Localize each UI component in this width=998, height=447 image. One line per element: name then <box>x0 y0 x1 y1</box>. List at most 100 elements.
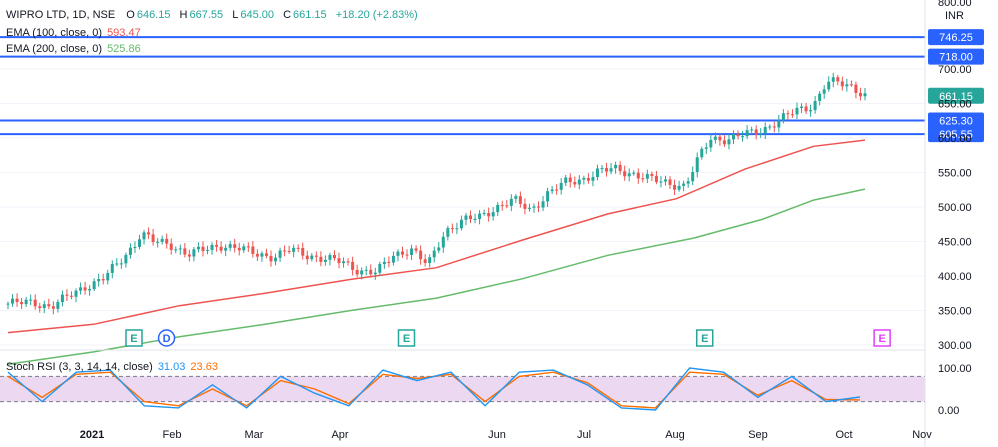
candle-body <box>387 261 391 263</box>
candle-body <box>550 189 554 192</box>
symbol-title[interactable]: WIPRO LTD, 1D, NSE <box>6 9 116 21</box>
candle-body <box>423 259 427 263</box>
candle-body <box>845 84 849 87</box>
candle-body <box>382 261 386 265</box>
candle-body <box>863 93 867 97</box>
candle-body <box>663 179 667 182</box>
candle-body <box>264 253 268 256</box>
candle-body <box>414 248 418 251</box>
candle-body <box>759 133 763 135</box>
price-tick-label: 800.00 <box>938 0 972 9</box>
time-tick-label: Oct <box>835 429 852 441</box>
candle-body <box>115 263 119 265</box>
earnings-marker <box>397 329 416 347</box>
candle-body <box>151 234 155 242</box>
candle-body <box>301 247 305 256</box>
price-tick-label: 350.00 <box>938 306 972 318</box>
candle-body <box>20 302 24 305</box>
candle-body <box>328 254 332 260</box>
candle-body <box>718 136 722 141</box>
symbol-legend: WIPRO LTD, 1D, NSE O 646.15 H 667.55 L 645.… <box>6 8 420 22</box>
candle-body <box>790 114 794 116</box>
candle-body <box>206 249 210 251</box>
candle-body <box>287 250 291 252</box>
candle-body <box>351 261 355 270</box>
candle-body <box>505 205 509 207</box>
price-tick-label: 400.00 <box>938 271 972 283</box>
candle-body <box>673 184 677 190</box>
candle-body <box>378 264 382 273</box>
candle-body <box>391 255 395 263</box>
candle-body <box>822 89 826 94</box>
ema200-legend[interactable]: EMA (200, close, 0) 525.86 <box>6 42 143 56</box>
candle-body <box>106 272 110 281</box>
candle-body <box>781 113 785 121</box>
stoch-k-value: 31.03 <box>157 361 186 373</box>
candle-body <box>51 306 55 309</box>
level-label: 625.30 <box>939 116 973 128</box>
candle-body <box>11 298 15 304</box>
candle-body <box>446 228 450 237</box>
candle-body <box>700 148 704 158</box>
candle-body <box>786 113 790 115</box>
candle-body <box>600 168 604 170</box>
level-tag <box>928 29 984 46</box>
candle-body <box>196 246 200 250</box>
candle-body <box>283 250 287 252</box>
change-value: +18.20 (+2.83%) <box>335 9 418 21</box>
candle-body <box>636 172 640 179</box>
candle-body <box>709 139 713 148</box>
candle-body <box>355 269 359 275</box>
candle-body <box>128 247 132 255</box>
candle-body <box>809 110 813 112</box>
candle-body <box>741 136 745 138</box>
ema100-legend[interactable]: EMA (100, close, 0) 593.47 <box>6 26 143 40</box>
event-label: D <box>163 333 171 345</box>
candle-body <box>432 250 436 258</box>
level-label: 746.25 <box>939 32 973 44</box>
candle-body <box>564 177 568 183</box>
stoch-tick-label: 100.00 <box>938 363 972 375</box>
candle-body <box>487 212 491 217</box>
candle-body <box>795 107 799 115</box>
candle-body <box>373 272 377 275</box>
level-tag <box>928 112 984 129</box>
candle-body <box>537 206 541 208</box>
candle-body <box>605 168 609 172</box>
candle-body <box>632 172 636 174</box>
candle-body <box>591 177 595 181</box>
low-label: L <box>232 9 239 21</box>
candle-body <box>595 168 599 178</box>
candle-body <box>818 93 822 102</box>
candle-body <box>274 257 278 262</box>
candle-body <box>582 178 586 180</box>
earnings-marker <box>125 329 143 347</box>
candle-body <box>509 198 513 206</box>
candle-body <box>541 201 545 208</box>
price-tick-label: 700.00 <box>938 64 972 76</box>
candle-body <box>88 289 92 291</box>
time-tick-label: Aug <box>665 429 685 441</box>
ema100-label: EMA (100, close, 0) <box>6 27 102 39</box>
time-tick-label: Apr <box>331 429 348 441</box>
candle-body <box>278 250 282 258</box>
candle-body <box>165 238 169 244</box>
ema100-line <box>7 139 866 334</box>
candle-body <box>369 269 373 275</box>
axes[interactable]: 300.00 350.00 400.00 450.00 500.00 550.00 600.… <box>0 0 972 447</box>
candle-body <box>133 246 137 248</box>
candle-body <box>101 278 105 281</box>
level-tag <box>928 126 984 143</box>
candle-body <box>142 232 146 240</box>
candle-body <box>441 236 445 248</box>
candle-body <box>518 196 522 204</box>
close-value: 661.15 <box>293 9 327 21</box>
candle-body <box>559 182 563 190</box>
candle-body <box>641 178 645 180</box>
candle-body <box>736 133 740 137</box>
stoch-legend[interactable]: Stoch RSI (3, 3, 14, 14, close) 31.03 23… <box>6 360 220 374</box>
candle-body <box>74 290 78 297</box>
